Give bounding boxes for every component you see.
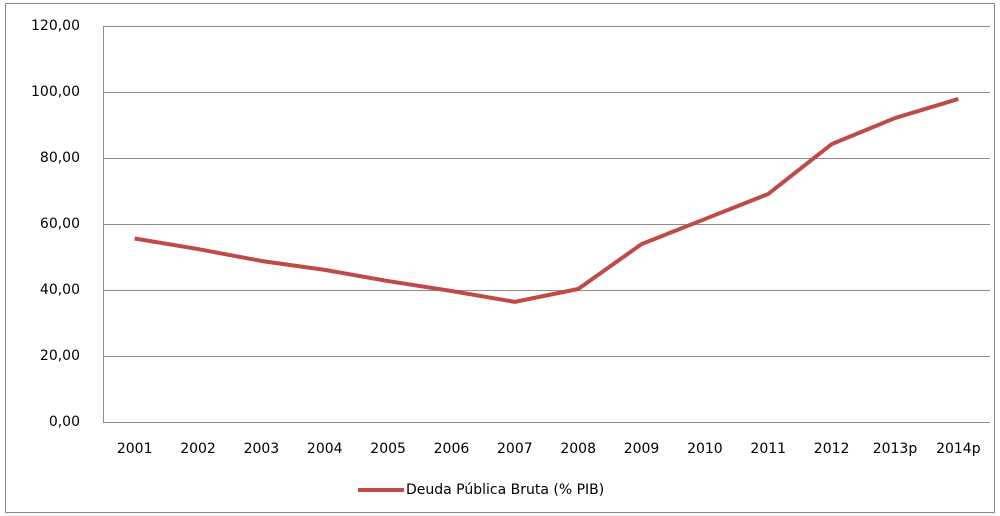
x-tick-label: 2007	[497, 441, 533, 457]
x-tick-label: 2012	[814, 441, 850, 457]
y-tick-label: 40,00	[40, 282, 80, 298]
x-tick-label: 2004	[307, 441, 343, 457]
y-tick-label: 100,00	[31, 84, 80, 100]
x-tick-label: 2008	[560, 441, 596, 457]
x-tick-label: 2013p	[873, 441, 918, 457]
chart-border	[5, 3, 995, 513]
x-tick-label: 2002	[180, 441, 216, 457]
x-tick-label: 2009	[624, 441, 660, 457]
x-tick-label: 2001	[117, 441, 153, 457]
x-tick-label: 2011	[750, 441, 786, 457]
y-tick-label: 0,00	[49, 414, 80, 430]
x-tick-label: 2006	[434, 441, 470, 457]
x-tick-label: 2010	[687, 441, 723, 457]
x-tick-label: 2014p	[936, 441, 981, 457]
y-tick-label: 20,00	[40, 348, 80, 364]
y-tick-label: 80,00	[40, 150, 80, 166]
legend-label: Deuda Pública Bruta (% PIB)	[406, 482, 604, 498]
y-tick-label: 120,00	[31, 18, 80, 34]
x-tick-label: 2003	[244, 441, 280, 457]
x-tick-label: 2005	[370, 441, 406, 457]
y-tick-label: 60,00	[40, 216, 80, 232]
data-line	[134, 97, 959, 304]
